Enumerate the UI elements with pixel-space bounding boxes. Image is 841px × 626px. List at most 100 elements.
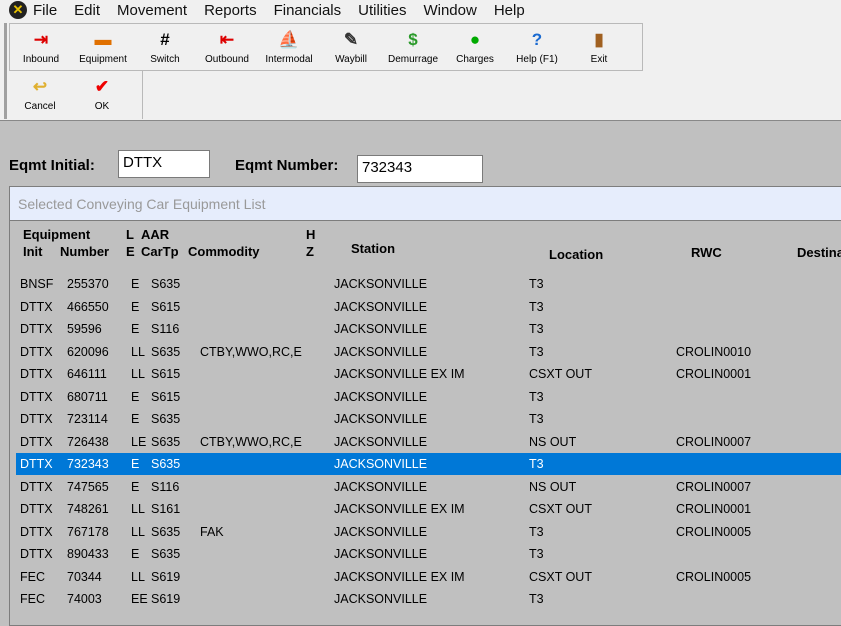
- menu-edit[interactable]: Edit: [74, 1, 101, 19]
- action-toolbar: ↩ Cancel ✔ OK: [9, 71, 143, 119]
- table-row[interactable]: DTTX 732343 E S635 JACKSONVILLE T3: [16, 453, 841, 475]
- cell-cartp: S619: [151, 592, 181, 606]
- table-row[interactable]: FEC 70344 LL S619 JACKSONVILLE EX IM CSXT OUT…: [16, 566, 841, 588]
- table-row[interactable]: DTTX 748261 LL S161 JACKSONVILLE EX IM CSXT O…: [16, 498, 841, 520]
- menu-window[interactable]: Window: [423, 1, 477, 19]
- cell-number: 890433: [67, 547, 109, 561]
- cell-cartp: S635: [151, 412, 181, 426]
- help-icon: ?: [531, 30, 543, 49]
- header-destination: Destina: [797, 245, 841, 260]
- table-row[interactable]: DTTX 767178 LL S635 FAK JACKSONVILLE T3 CROLIN0…: [16, 521, 841, 543]
- checkmark-icon: ✔: [94, 77, 110, 96]
- button-label: Help (F1): [516, 54, 558, 65]
- table-row[interactable]: DTTX 466550 E S615 JACKSONVILLE T3: [16, 296, 841, 318]
- header-z: Z: [306, 244, 314, 259]
- table-row[interactable]: DTTX 726438 LE S635 CTBY,WWO,RC,E JACKSONVILL…: [16, 431, 841, 453]
- cell-le: LL: [131, 502, 145, 516]
- intermodal-button[interactable]: ⛵ Intermodal: [258, 24, 320, 70]
- eqmt-initial-label: Eqmt Initial:: [9, 157, 95, 174]
- cell-cartp: S635: [151, 547, 181, 561]
- panel-title: Selected Conveying Car Equipment List: [10, 187, 841, 221]
- cell-number: 732343: [67, 457, 109, 471]
- cell-location: T3: [529, 277, 544, 291]
- charges-button[interactable]: ● Charges: [444, 24, 506, 70]
- table-row[interactable]: DTTX 646111 LL S615 JACKSONVILLE EX IM CSXT O…: [16, 363, 841, 385]
- header-station: Station: [351, 241, 396, 256]
- exit-button[interactable]: ▮ Exit: [568, 24, 630, 70]
- cell-init: DTTX: [20, 434, 53, 449]
- table-row[interactable]: DTTX 747565 E S116 JACKSONVILLE NS OUT CROLIN0…: [16, 476, 841, 498]
- table-row[interactable]: DTTX 890433 E S635 JACKSONVILLE T3: [16, 543, 841, 565]
- cell-station: JACKSONVILLE: [334, 547, 428, 561]
- cell-le: LL: [131, 367, 145, 381]
- button-label: Waybill: [335, 54, 367, 65]
- cell-init: DTTX: [20, 479, 53, 494]
- header-e: E: [126, 244, 135, 259]
- switch-button[interactable]: # Switch: [134, 24, 196, 70]
- cell-rwc: CROLIN0001: [676, 502, 752, 516]
- toolbar: ⇥ Inbound ▬ Equipment # Switch ⇤ Outbound ⛵ Inter…: [0, 20, 841, 120]
- cell-cartp: S116: [151, 479, 180, 494]
- cell-cartp: S619: [151, 569, 181, 584]
- cell-le: E: [131, 389, 140, 404]
- outbound-button[interactable]: ⇤ Outbound: [196, 24, 258, 70]
- cell-cartp: S615: [151, 367, 181, 381]
- cell-le: E: [131, 547, 140, 561]
- inbound-button[interactable]: ⇥ Inbound: [10, 24, 72, 70]
- demurrage-button[interactable]: $ Demurrage: [382, 24, 444, 70]
- equipment-button[interactable]: ▬ Equipment: [72, 24, 134, 70]
- header-aar: AAR: [141, 227, 170, 242]
- menu-help[interactable]: Help: [493, 1, 525, 19]
- ok-button[interactable]: ✔ OK: [71, 71, 133, 119]
- table-row[interactable]: DTTX 59596 E S116 JACKSONVILLE T3: [16, 318, 841, 340]
- cancel-button[interactable]: ↩ Cancel: [9, 71, 71, 119]
- cell-number: 726438: [67, 434, 109, 449]
- cell-location: T3: [529, 344, 544, 359]
- ship-icon: ⛵: [278, 30, 300, 49]
- table-row[interactable]: FEC 74003 EE S619 JACKSONVILLE T3: [16, 588, 841, 610]
- table-row[interactable]: BNSF 255370 E S635 JACKSONVILLE T3: [16, 273, 841, 295]
- cell-location: CSXT OUT: [529, 367, 592, 381]
- table-row[interactable]: DTTX 680711 E S615 JACKSONVILLE T3: [16, 386, 841, 408]
- help-f1-button[interactable]: ? Help (F1): [506, 24, 568, 70]
- cell-rwc: CROLIN0005: [676, 569, 752, 584]
- cell-rwc: CROLIN0007: [676, 479, 752, 494]
- exit-door-icon: ▮: [594, 30, 604, 49]
- cell-le: LL: [131, 569, 145, 584]
- cell-location: T3: [529, 389, 544, 404]
- cell-station: JACKSONVILLE EX IM: [334, 502, 465, 516]
- outbound-icon: ⇤: [219, 30, 235, 49]
- eqmt-number-input[interactable]: 732343: [357, 155, 483, 183]
- cell-location: NS OUT: [529, 434, 577, 449]
- cell-init: DTTX: [20, 457, 53, 471]
- header-location: Location: [549, 247, 604, 262]
- header-h: H: [306, 227, 316, 242]
- eqmt-initial-input[interactable]: DTTX: [118, 150, 210, 178]
- cell-init: DTTX: [20, 344, 53, 359]
- menu-reports[interactable]: Reports: [204, 1, 257, 19]
- cell-station: JACKSONVILLE: [334, 457, 428, 471]
- button-label: Switch: [150, 54, 180, 65]
- table-row[interactable]: DTTX 620096 LL S635 CTBY,WWO,RC,E JACKSONVILL…: [16, 341, 841, 363]
- cell-station: JACKSONVILLE: [334, 277, 428, 291]
- button-label: Cancel: [24, 101, 56, 112]
- inbound-icon: ⇥: [33, 30, 49, 49]
- menu-financials[interactable]: Financials: [273, 1, 342, 19]
- cell-init: DTTX: [20, 412, 53, 426]
- table-row[interactable]: DTTX 723114 E S635 JACKSONVILLE T3: [16, 408, 841, 430]
- cell-location: CSXT OUT: [529, 502, 592, 516]
- cell-le: E: [131, 277, 140, 291]
- cell-le: E: [131, 412, 140, 426]
- cell-location: T3: [529, 524, 544, 539]
- cell-number: 723114: [67, 412, 108, 426]
- button-label: Intermodal: [265, 54, 313, 65]
- cell-le: EE: [131, 592, 148, 606]
- waybill-button[interactable]: ✎ Waybill: [320, 24, 382, 70]
- menu-file[interactable]: File: [33, 1, 58, 19]
- cell-station: JACKSONVILLE EX IM: [334, 367, 465, 381]
- cell-location: T3: [529, 457, 544, 471]
- cell-commodity: FAK: [200, 524, 224, 539]
- cell-init: DTTX: [20, 524, 53, 539]
- menu-movement[interactable]: Movement: [117, 1, 188, 19]
- menu-utilities[interactable]: Utilities: [358, 1, 407, 19]
